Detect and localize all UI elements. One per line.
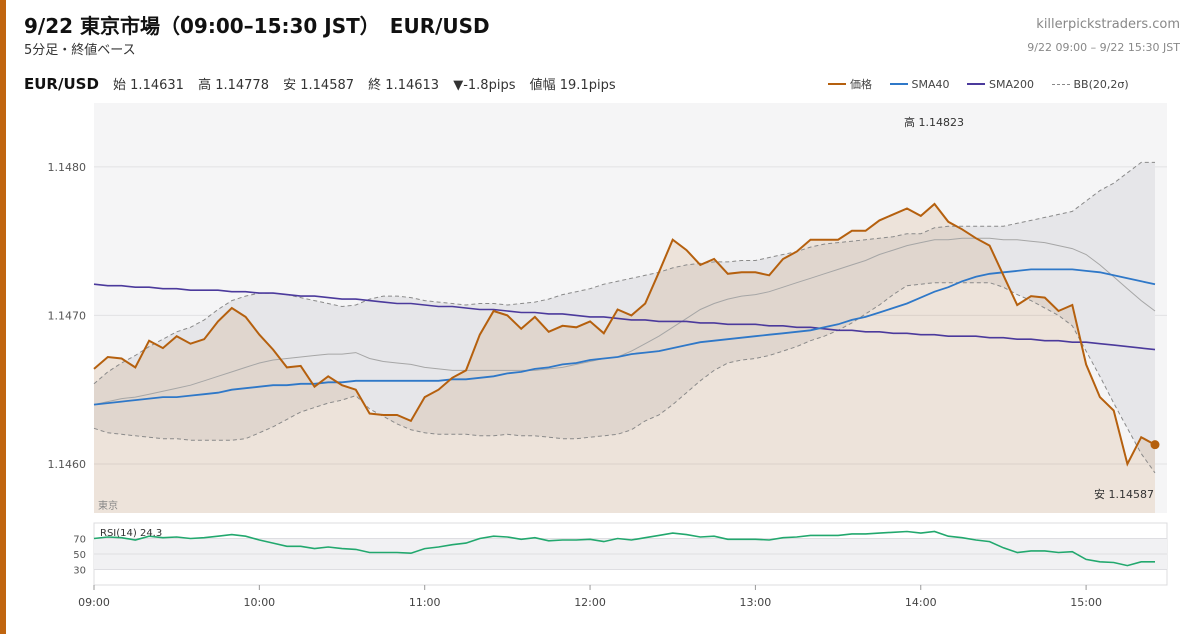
stat-close: 終 1.14613 bbox=[368, 78, 440, 93]
rsi-tick-label: 70 bbox=[73, 535, 86, 546]
legend-swatch-bb bbox=[1051, 83, 1070, 85]
legend-swatch-sma200 bbox=[967, 83, 985, 85]
rsi-label: RSI(14) 24.3 bbox=[100, 528, 162, 539]
page-title: 9/22 東京市場（09:00–15:30 JST） EUR/USD bbox=[24, 14, 490, 38]
site-link[interactable]: killerpickstraders.com bbox=[1036, 17, 1180, 32]
price-area-fill bbox=[94, 204, 1155, 513]
legend-swatch-price bbox=[828, 83, 846, 85]
page-subtitle: 5分足・終値ベース bbox=[24, 43, 136, 58]
legend-item-sma200[interactable]: SMA200 bbox=[967, 78, 1034, 91]
pair-label: EUR/USD bbox=[24, 75, 99, 93]
legend-label-sma40: SMA40 bbox=[911, 78, 950, 91]
legend-label-price: 価格 bbox=[850, 78, 872, 91]
x-tick-label: 10:00 bbox=[243, 596, 275, 609]
x-tick-label: 14:00 bbox=[905, 596, 937, 609]
last-price-marker bbox=[1150, 440, 1160, 450]
y-tick-label: 1.1470 bbox=[48, 309, 87, 322]
x-tick-label: 13:00 bbox=[740, 596, 772, 609]
high-annotation: 高 1.14823 bbox=[904, 115, 964, 129]
y-tick-label: 1.1460 bbox=[48, 458, 87, 471]
series-line-sma200 bbox=[93, 283, 1156, 351]
x-tick-label: 15:00 bbox=[1070, 596, 1102, 609]
stat-low: 安 1.14587 bbox=[283, 78, 355, 93]
x-tick-label: 09:00 bbox=[78, 596, 110, 609]
series-line-bb-lower bbox=[93, 282, 1156, 474]
stat-open: 始 1.14631 bbox=[113, 78, 184, 93]
series-line-price bbox=[93, 202, 1156, 467]
legend-item-sma40[interactable]: SMA40 bbox=[889, 78, 950, 91]
series-line-bb-middle bbox=[93, 237, 1156, 406]
accent-bar bbox=[0, 0, 6, 634]
legend-label-bb: BB(20,2σ) bbox=[1073, 78, 1129, 91]
y-tick-label: 1.1480 bbox=[48, 161, 87, 174]
legend-item-bb[interactable]: BB(20,2σ) bbox=[1051, 78, 1129, 91]
series-line-sma40 bbox=[93, 268, 1156, 406]
x-tick-label: 11:00 bbox=[409, 596, 441, 609]
rsi-tick-label: 50 bbox=[73, 550, 86, 561]
date-range: 9/22 09:00 – 9/22 15:30 JST bbox=[1027, 41, 1180, 54]
low-annotation: 安 1.14587 bbox=[1094, 487, 1154, 501]
stat-high: 高 1.14778 bbox=[198, 78, 269, 93]
legend-label-sma200: SMA200 bbox=[989, 78, 1034, 91]
stat-range: 値幅 19.1pips bbox=[529, 78, 616, 93]
x-tick-label: 12:00 bbox=[574, 596, 606, 609]
series-line-bb-upper bbox=[93, 161, 1155, 385]
session-label: 東京 bbox=[98, 499, 118, 512]
stats-bar: EUR/USD 始 1.14631 高 1.14778 安 1.14587 終 … bbox=[24, 74, 626, 93]
legend-item-price[interactable]: 価格 bbox=[828, 76, 872, 92]
rsi-tick-label: 30 bbox=[73, 566, 86, 577]
chart-legend: 価格 SMA40 SMA200 BB(20,2σ) bbox=[828, 76, 1143, 92]
series-line-rsi bbox=[93, 530, 1155, 567]
legend-swatch-sma40 bbox=[889, 83, 908, 85]
stat-change: ▼-1.8pips bbox=[453, 78, 516, 93]
